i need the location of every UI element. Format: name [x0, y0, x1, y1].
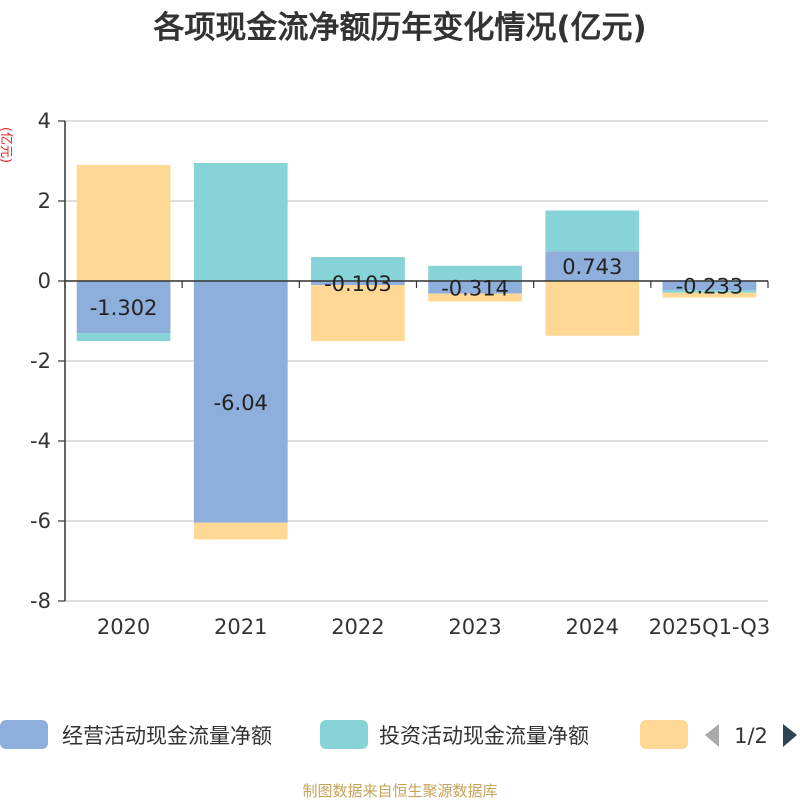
- legend-page-indicator: 1/2: [734, 724, 768, 748]
- y-tick-label: -2: [30, 349, 51, 373]
- bars: [76, 163, 757, 540]
- x-tick-label: 2021: [214, 615, 267, 639]
- bar-series1-2021[interactable]: [193, 281, 288, 523]
- bar-series2-2020[interactable]: [76, 333, 171, 342]
- data-label: -1.302: [90, 296, 158, 320]
- legend-prev-page-icon[interactable]: [705, 724, 719, 747]
- x-tick-label: 2024: [566, 615, 619, 639]
- y-tick-label: 2: [38, 189, 51, 213]
- y-tick-label: -8: [30, 589, 51, 613]
- legend-next-page-icon[interactable]: [783, 724, 797, 747]
- bar-series2-2024[interactable]: [545, 210, 640, 252]
- bar-series1-2024[interactable]: [545, 251, 640, 281]
- legend-swatch-2[interactable]: [320, 720, 368, 749]
- bar-series1-2025Q1-Q3[interactable]: [662, 281, 757, 291]
- data-label: -0.314: [441, 276, 509, 300]
- bar-series3-2020[interactable]: [76, 165, 171, 281]
- x-tick-label: 2020: [97, 615, 150, 639]
- bar-series2-2021[interactable]: [193, 163, 288, 281]
- y-tick-label: -6: [30, 509, 51, 533]
- x-tick-label: 2025Q1-Q3: [649, 615, 771, 639]
- bar-series3-2021[interactable]: [193, 522, 288, 540]
- bar-series3-2025Q1-Q3[interactable]: [662, 292, 757, 298]
- y-axis-label: (亿元): [0, 127, 13, 163]
- footer-source: 制图数据来自恒生聚源数据库: [302, 782, 497, 800]
- legend-label-1[interactable]: 经营活动现金流量净额: [62, 724, 272, 748]
- legend: 经营活动现金流量净额 投资活动现金流量净额 1/2: [0, 720, 797, 749]
- bar-series2-2025Q1-Q3[interactable]: [662, 290, 757, 293]
- bar-series1-2022[interactable]: [311, 281, 405, 286]
- bar-series3-2022[interactable]: [311, 285, 405, 342]
- x-tick-label: 2022: [331, 615, 384, 639]
- data-label: 0.743: [562, 255, 622, 279]
- y-tick-label: -4: [30, 429, 51, 453]
- bar-series3-2024[interactable]: [545, 281, 640, 336]
- bar-series1-2023[interactable]: [428, 281, 522, 294]
- legend-swatch-3[interactable]: [640, 720, 688, 749]
- data-label: -6.04: [214, 391, 268, 415]
- data-label: -0.103: [324, 272, 392, 296]
- x-tick-label: 2023: [448, 615, 501, 639]
- y-tick-label: 4: [38, 109, 51, 133]
- legend-swatch-1[interactable]: [0, 720, 48, 749]
- bar-series3-2023[interactable]: [428, 293, 522, 302]
- y-tick-label: 0: [38, 269, 51, 293]
- bar-series2-2023[interactable]: [428, 265, 522, 281]
- axes: 4 2 0 -2 -4 -6 -8 2020 2021 2022 2023 2024 2025Q1-Q3: [30, 109, 770, 639]
- data-label: -0.233: [676, 275, 744, 299]
- chart-title: 各项现金流净额历年变化情况(亿元): [152, 10, 646, 46]
- legend-label-2[interactable]: 投资活动现金流量净额: [379, 724, 589, 748]
- bar-series1-2020[interactable]: [76, 281, 171, 334]
- bar-series2-2022[interactable]: [311, 257, 405, 281]
- data-labels: -1.302 -6.04 -0.103 -0.314 0.743 -0.233: [90, 255, 744, 415]
